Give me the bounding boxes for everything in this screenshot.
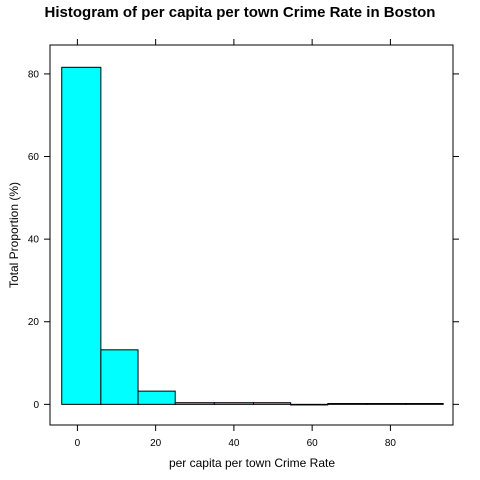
y-tick-label-3: 60 [28, 152, 40, 163]
y-axis-label: Total Proportion (%) [7, 181, 21, 289]
y-tick-label-0: 0 [33, 400, 39, 411]
x-tick-label-2: 40 [228, 438, 240, 449]
plot-border [49, 44, 454, 426]
histogram-bar-1 [100, 349, 139, 405]
y-tick-label-1: 20 [28, 317, 40, 328]
histogram-bar-9 [405, 403, 444, 405]
histogram-bar-2 [137, 390, 176, 405]
x-tick-label-4: 80 [385, 438, 397, 449]
x-tick-label-1: 20 [150, 438, 162, 449]
x-tick-label-0: 0 [75, 438, 81, 449]
x-tick-label-3: 60 [307, 438, 319, 449]
histogram-bar-8 [366, 403, 407, 405]
x-axis-label: per capita per town Crime Rate [168, 456, 336, 470]
chart-title: Histogram of per capita per town Crime R… [44, 4, 436, 21]
histogram-bar-6 [290, 403, 329, 406]
histogram-bar-5 [252, 402, 292, 405]
histogram-bar-4 [213, 402, 254, 405]
y-tick-label-2: 40 [28, 235, 40, 246]
histogram-bar-7 [327, 403, 368, 405]
histogram-bar-3 [174, 402, 215, 405]
histogram-bar-0 [61, 66, 102, 405]
y-tick-label-4: 80 [28, 69, 40, 80]
